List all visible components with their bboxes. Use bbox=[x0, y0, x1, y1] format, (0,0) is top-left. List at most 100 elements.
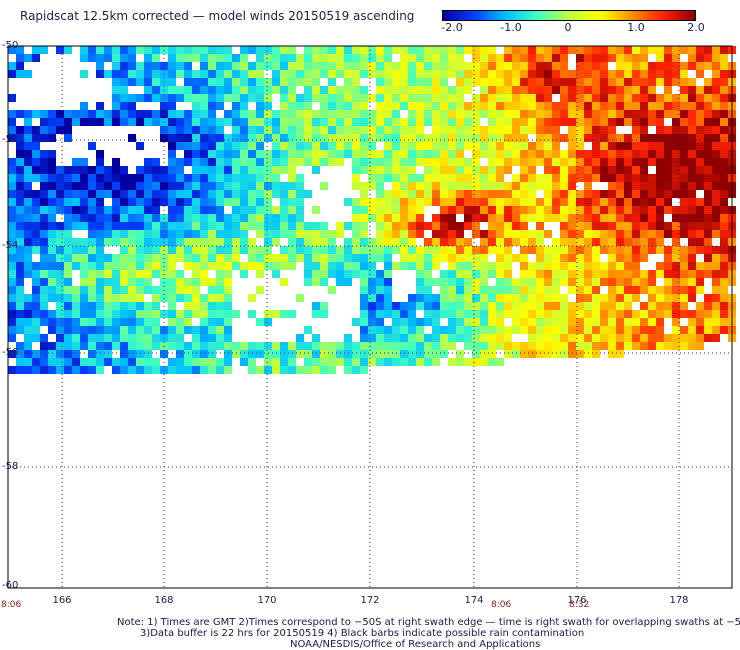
wind-cell bbox=[720, 230, 728, 238]
wind-cell bbox=[712, 294, 720, 302]
wind-cell bbox=[664, 286, 672, 294]
wind-cell bbox=[168, 286, 176, 294]
wind-cell bbox=[80, 118, 88, 126]
wind-cell bbox=[592, 150, 600, 158]
wind-cell bbox=[600, 118, 608, 126]
wind-cell bbox=[528, 326, 536, 334]
wind-cell bbox=[312, 54, 320, 62]
wind-cell bbox=[200, 150, 208, 158]
wind-cell bbox=[168, 230, 176, 238]
wind-cell bbox=[360, 302, 368, 310]
wind-cell bbox=[448, 358, 456, 366]
wind-cell bbox=[688, 254, 696, 262]
wind-cell bbox=[528, 206, 536, 214]
wind-cell bbox=[384, 270, 392, 278]
wind-cell bbox=[400, 198, 408, 206]
wind-cell bbox=[632, 318, 640, 326]
wind-cell bbox=[336, 102, 344, 110]
wind-cell bbox=[32, 358, 40, 366]
wind-cell bbox=[504, 270, 512, 278]
wind-cell bbox=[616, 182, 624, 190]
wind-cell bbox=[648, 302, 656, 310]
wind-cell bbox=[232, 254, 240, 262]
wind-cell bbox=[496, 118, 504, 126]
wind-cell bbox=[288, 230, 296, 238]
wind-cell bbox=[296, 182, 304, 190]
wind-cell bbox=[200, 342, 208, 350]
wind-cell bbox=[440, 86, 448, 94]
wind-cell bbox=[400, 166, 408, 174]
wind-cell bbox=[280, 350, 288, 358]
wind-cell bbox=[512, 198, 520, 206]
wind-cell bbox=[128, 54, 136, 62]
wind-cell bbox=[656, 150, 664, 158]
wind-cell bbox=[624, 166, 632, 174]
wind-cell bbox=[200, 62, 208, 70]
wind-cell bbox=[416, 350, 424, 358]
wind-cell bbox=[408, 86, 416, 94]
wind-cell bbox=[656, 286, 664, 294]
wind-cell bbox=[656, 46, 664, 54]
wind-cell bbox=[680, 334, 688, 342]
wind-cell bbox=[152, 318, 160, 326]
wind-cell bbox=[488, 262, 496, 270]
wind-cell bbox=[696, 206, 704, 214]
wind-cell bbox=[712, 158, 720, 166]
wind-cell bbox=[568, 310, 576, 318]
wind-cell bbox=[432, 102, 440, 110]
wind-cell bbox=[368, 150, 376, 158]
wind-cell bbox=[144, 326, 152, 334]
wind-cell bbox=[456, 286, 464, 294]
wind-cell bbox=[616, 118, 624, 126]
wind-cell bbox=[24, 222, 32, 230]
wind-cell bbox=[584, 350, 592, 358]
wind-cell bbox=[632, 166, 640, 174]
wind-cell bbox=[448, 110, 456, 118]
wind-cell bbox=[304, 94, 312, 102]
wind-cell bbox=[648, 270, 656, 278]
wind-cell bbox=[80, 102, 88, 110]
wind-cell bbox=[448, 150, 456, 158]
wind-cell bbox=[32, 142, 40, 150]
wind-cell bbox=[272, 126, 280, 134]
wind-cell bbox=[144, 158, 152, 166]
wind-cell bbox=[408, 70, 416, 78]
wind-cell bbox=[504, 118, 512, 126]
wind-cell bbox=[616, 94, 624, 102]
wind-cell bbox=[240, 46, 248, 54]
wind-cell bbox=[552, 166, 560, 174]
wind-cell bbox=[224, 158, 232, 166]
wind-cell bbox=[224, 254, 232, 262]
wind-cell bbox=[640, 118, 648, 126]
wind-cell bbox=[288, 350, 296, 358]
wind-cell bbox=[96, 230, 104, 238]
wind-cell bbox=[512, 142, 520, 150]
wind-cell bbox=[352, 198, 360, 206]
wind-cell bbox=[16, 214, 24, 222]
wind-cell bbox=[720, 190, 728, 198]
wind-cell bbox=[168, 46, 176, 54]
wind-cell bbox=[280, 94, 288, 102]
wind-cell bbox=[608, 326, 616, 334]
wind-cell bbox=[40, 230, 48, 238]
wind-cell bbox=[304, 190, 312, 198]
wind-cell bbox=[608, 350, 616, 358]
wind-cell bbox=[696, 70, 704, 78]
wind-cell bbox=[648, 118, 656, 126]
wind-cell bbox=[456, 190, 464, 198]
wind-cell bbox=[448, 294, 456, 302]
wind-cell bbox=[592, 246, 600, 254]
wind-cell bbox=[416, 206, 424, 214]
wind-cell bbox=[616, 350, 624, 358]
wind-cell bbox=[648, 310, 656, 318]
wind-cell bbox=[648, 206, 656, 214]
wind-cell bbox=[136, 174, 144, 182]
wind-cell bbox=[136, 46, 144, 54]
wind-cell bbox=[528, 110, 536, 118]
wind-cell bbox=[272, 190, 280, 198]
wind-cell bbox=[664, 126, 672, 134]
wind-cell bbox=[392, 102, 400, 110]
wind-cell bbox=[400, 342, 408, 350]
wind-cell bbox=[296, 62, 304, 70]
wind-cell bbox=[384, 214, 392, 222]
